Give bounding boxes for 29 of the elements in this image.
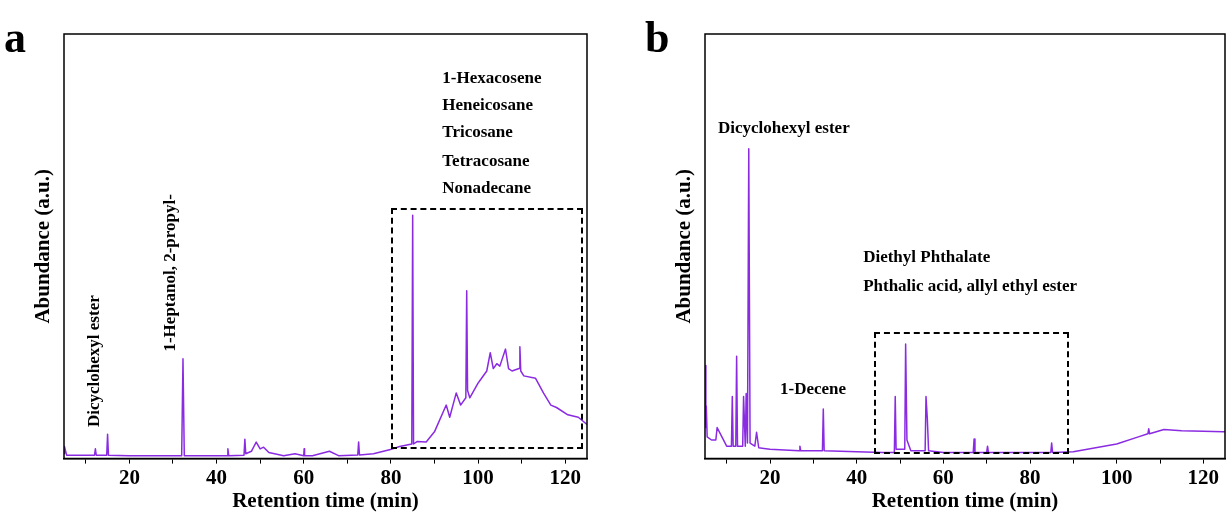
x-tick-label: 100 [1100, 464, 1133, 489]
x-tick-label: 40 [206, 464, 228, 489]
text: Heneicosane [442, 95, 534, 115]
x-tick-label: 100 [462, 464, 494, 489]
text: Tricosane [442, 121, 514, 141]
text: 1-Hexacosene [442, 68, 542, 88]
text: Tetracosane [442, 151, 530, 171]
x-tick-label: 40 [846, 464, 868, 489]
x-tick-label: 120 [1187, 464, 1220, 489]
text: Nonadecane [442, 177, 532, 197]
x-tick-label: 60 [932, 464, 954, 489]
y-axis-title: Abundance (a.u.) [671, 168, 696, 324]
x-axis-title: Retention time (min) [232, 487, 419, 512]
x-axis-title: Retention time (min) [871, 487, 1059, 512]
x-tick-label: 80 [1019, 464, 1041, 489]
x-tick-label: 60 [293, 464, 315, 489]
text: Dicyclohexyl ester [718, 117, 851, 137]
annotation: Dicyclohexyl ester [84, 294, 104, 427]
annotation: 1-Heptanol, 2-propyl- [159, 193, 179, 352]
chart-title: b [645, 13, 670, 62]
annotation: 1-Decene [779, 379, 847, 399]
x-tick-label: 20 [118, 464, 140, 489]
x-tick-label: 120 [549, 464, 581, 489]
annotation: Diethyl Phthalate [863, 247, 991, 267]
chart-title: a [4, 13, 26, 62]
x-tick-label: 20 [759, 464, 781, 489]
x-tick-label: 80 [380, 464, 402, 489]
annotation: Phthalic acid, allyl ethyl ester [863, 275, 1078, 295]
y-axis-title: Abundance (a.u.) [30, 168, 55, 324]
